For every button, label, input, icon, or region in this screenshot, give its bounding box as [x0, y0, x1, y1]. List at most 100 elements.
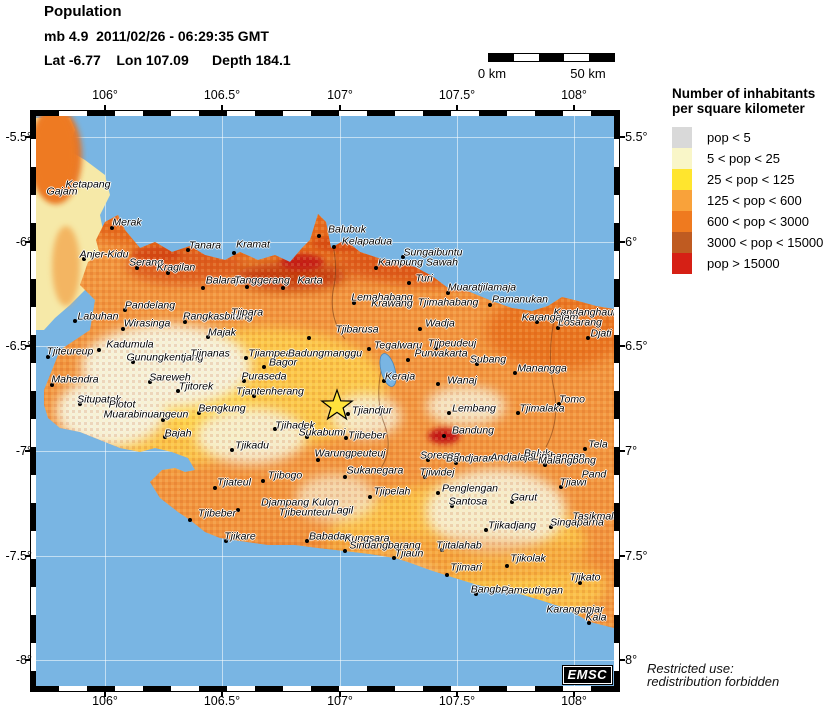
axis-tick-right	[619, 555, 625, 557]
city-label: Tjiandjur	[351, 404, 393, 417]
city-label: Tjiateul	[217, 476, 251, 489]
axis-tick-top	[104, 105, 106, 111]
city-label: Anjer-Kidu	[79, 248, 129, 261]
axis-tick-bottom	[221, 691, 223, 697]
city-dot	[97, 348, 101, 352]
city-label: Limbangan	[533, 450, 585, 463]
axis-label-bottom: 107°	[327, 694, 353, 708]
city-label: Sukabumi	[298, 426, 346, 439]
city-label: Tjibeunteur	[278, 506, 332, 519]
city-dot	[475, 362, 479, 366]
boundary-line	[378, 370, 389, 469]
city-label: Majak	[207, 326, 237, 339]
city-label: Tjinanas	[190, 347, 230, 360]
river-line	[330, 235, 346, 340]
city-label: Kelapadua	[341, 235, 393, 248]
axis-tick-top	[221, 105, 223, 111]
axis-label-top: 106°	[92, 88, 118, 102]
axis-label-left: -7°	[15, 444, 32, 458]
city-label: Lemahabang	[351, 291, 413, 304]
city-label: Keraja	[384, 370, 416, 383]
axis-tick-left	[25, 241, 31, 243]
legend-item: 125 < pop < 600	[672, 190, 839, 211]
city-dot	[586, 336, 590, 340]
city-dot	[423, 475, 427, 479]
legend: Number of inhabitants per square kilomet…	[672, 86, 839, 274]
city-label: Karangajam	[521, 311, 579, 324]
city-label: Gajam	[46, 185, 78, 198]
city-dot	[213, 486, 217, 490]
axis-label-right: -7°	[621, 444, 638, 458]
epicenter-star	[320, 388, 354, 421]
legend-item: 600 < pop < 3000	[672, 211, 839, 232]
city-label: Kadumula	[106, 338, 154, 351]
city-label: Andjalaja	[490, 451, 534, 464]
legend-item: pop > 15000	[672, 253, 839, 274]
city-dot	[262, 365, 266, 369]
city-dot	[583, 447, 587, 451]
city-dot	[73, 319, 77, 323]
city-dot	[352, 301, 356, 305]
city-label: Tjiwidej	[419, 466, 455, 479]
city-dot	[442, 434, 446, 438]
city-label: Lembang	[452, 402, 496, 415]
city-label: Tela	[588, 438, 608, 451]
city-dot	[232, 251, 236, 255]
city-dot	[367, 347, 371, 351]
city-dot	[230, 448, 234, 452]
city-label: Balaraja	[205, 274, 245, 287]
city-label: Labuhan	[77, 310, 119, 323]
city-dot	[317, 234, 321, 238]
axis-label-bottom: 106.5°	[203, 694, 241, 708]
city-label: Warungpeuteuj	[314, 447, 386, 460]
city-dot	[281, 286, 285, 290]
emsc-logo-badge: EMSC	[562, 665, 613, 685]
city-dot	[578, 581, 582, 585]
city-label: Kragilan	[156, 261, 196, 274]
reservoir-lake	[379, 353, 397, 387]
city-dot	[510, 500, 514, 504]
axis-label-bottom: 108°	[561, 694, 587, 708]
legend-item-label: 25 < pop < 125	[707, 172, 795, 187]
city-dot	[484, 528, 488, 532]
city-label: Babadan	[308, 530, 352, 543]
city-label: Sindangbarang	[349, 539, 421, 552]
city-label: Djampang Kulon	[261, 496, 339, 509]
axis-tick-bottom	[104, 691, 106, 697]
scale-bar: 0 km 50 km	[478, 53, 615, 87]
scale-bar-segments	[488, 53, 615, 62]
scale-segment	[539, 54, 564, 61]
axis-tick-top	[573, 105, 575, 111]
axis-tick-left	[25, 136, 31, 138]
city-dot	[305, 539, 309, 543]
city-label: Santosa	[448, 495, 488, 508]
city-label: Lagil	[330, 504, 354, 517]
city-dot	[447, 411, 451, 415]
city-label: Tanara	[188, 239, 222, 252]
city-label: Garut	[510, 491, 538, 504]
axis-tick-bottom	[573, 691, 575, 697]
city-dot	[46, 355, 50, 359]
legend-item-label: pop > 15000	[707, 256, 780, 271]
city-label: Wirasinga	[123, 317, 171, 330]
city-label: Merak	[112, 216, 142, 229]
city-dot	[244, 356, 248, 360]
city-dot	[557, 402, 561, 406]
parallel-gridline	[36, 556, 614, 557]
restricted-use-line1: Restricted use:	[647, 661, 734, 676]
legend-color-swatch	[672, 169, 692, 190]
city-dot	[166, 271, 170, 275]
city-label: Tjihadek	[275, 419, 315, 432]
axis-tick-right	[619, 136, 625, 138]
axis-label-left: -7.5°	[5, 549, 32, 563]
city-label: Tjimahabang	[417, 296, 479, 309]
axis-label-left: -6.5°	[5, 339, 32, 353]
city-label: Kampung Sawah	[378, 256, 458, 269]
city-label: Serang	[129, 256, 163, 269]
city-dot	[176, 389, 180, 393]
city-label: Tjibogo	[267, 469, 303, 482]
city-label: Tjiteureup	[46, 345, 94, 358]
city-label: Tjiampea	[248, 347, 292, 360]
axis-label-right: -6°	[621, 235, 638, 249]
